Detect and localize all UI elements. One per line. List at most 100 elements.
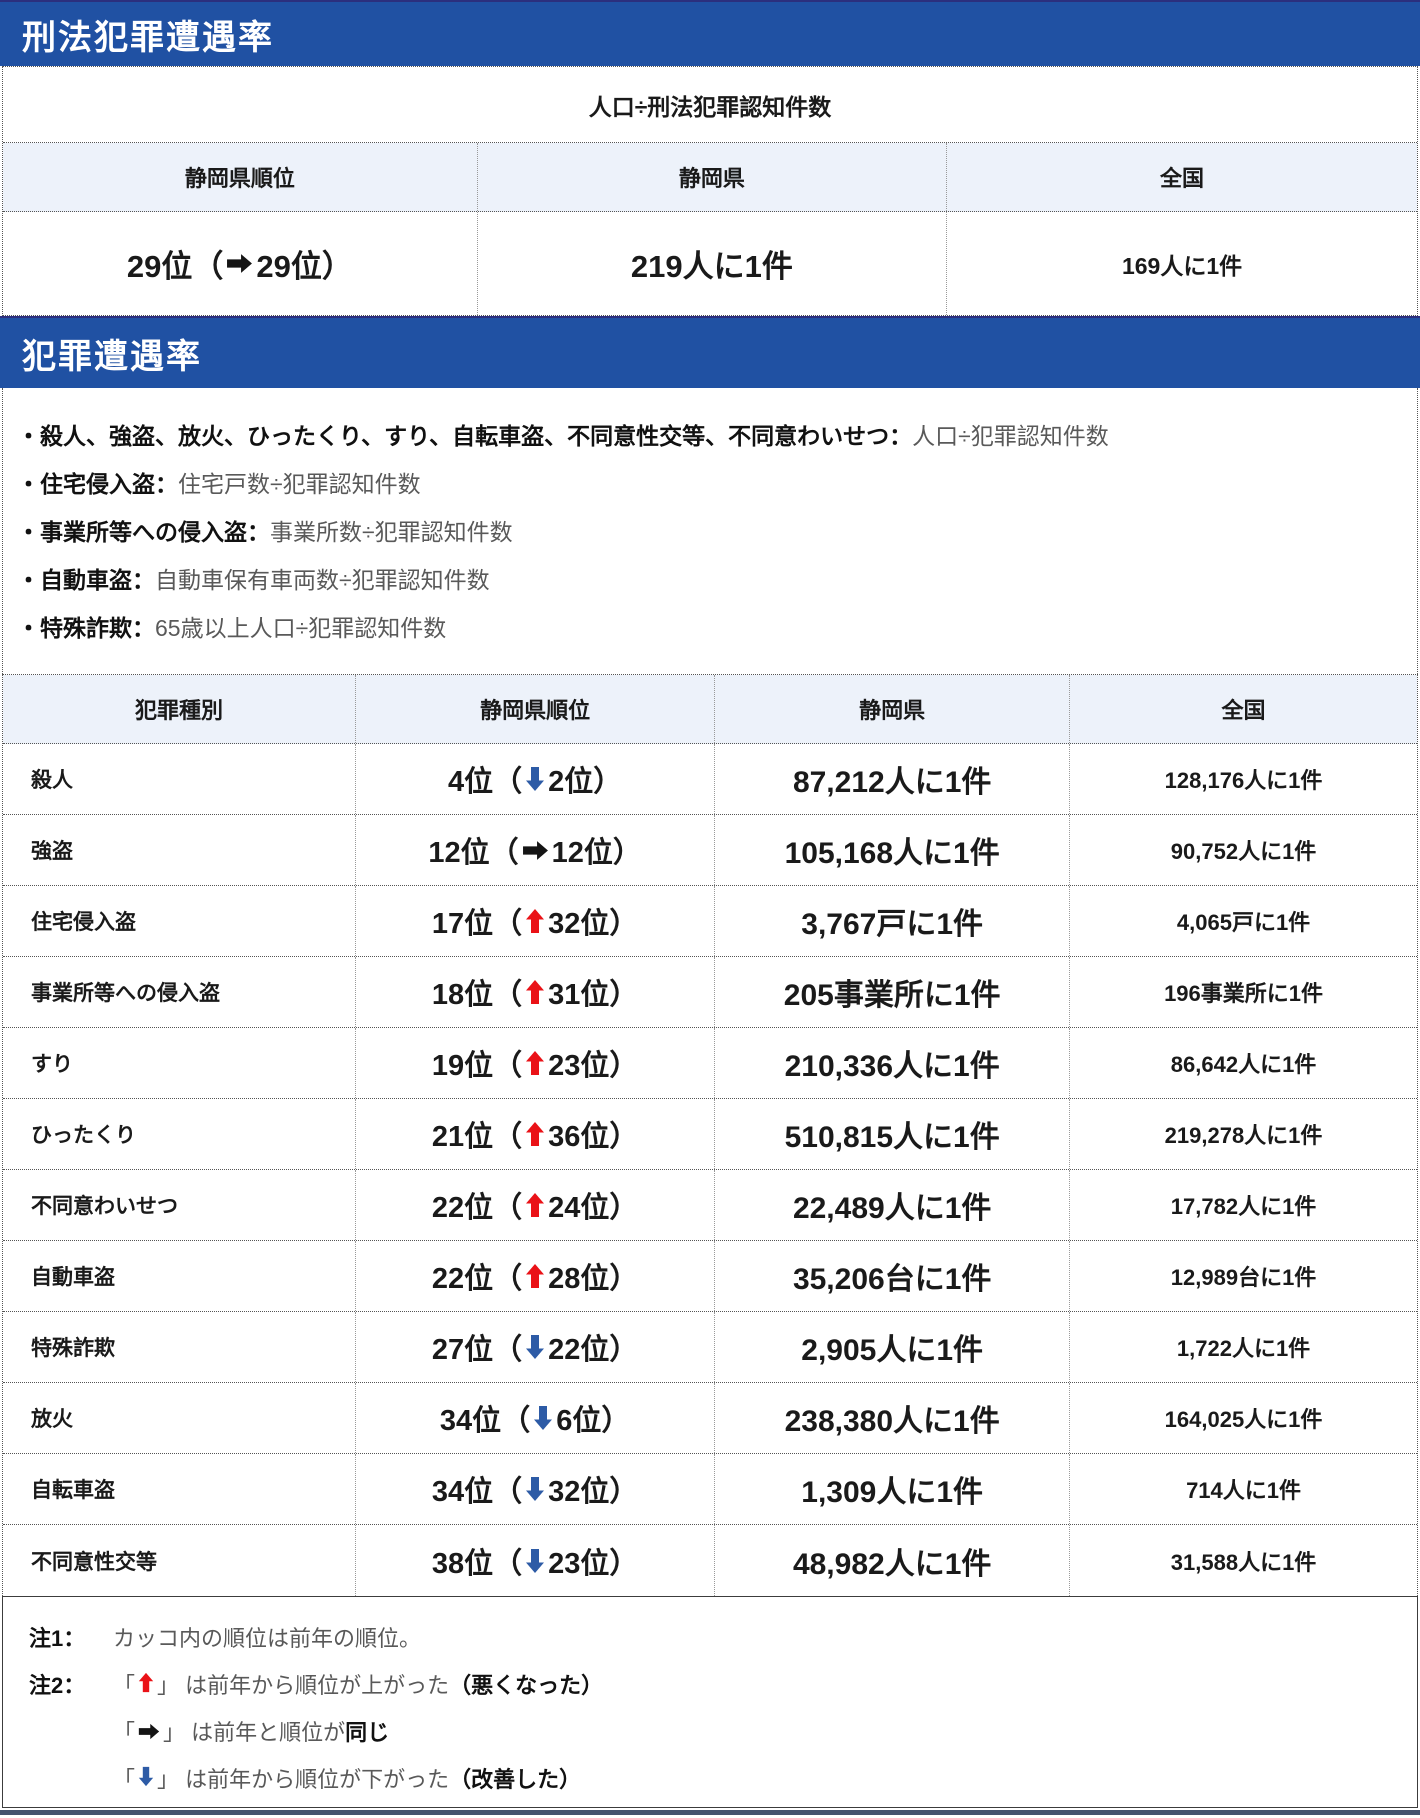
national-value: 1,722人に1件 [1069,1312,1417,1382]
shizuoka-value: 48,982人に1件 [714,1525,1069,1596]
trend-arrow [522,1263,548,1289]
section2-title-bar: 犯罪遭遇率 [0,316,1420,388]
trend-arrow [522,1476,548,1502]
crime-label: 強盗 [31,840,73,863]
shizuoka-value: 105,168人に1件 [714,815,1069,885]
column-header-shizuoka: 静岡県 [714,675,1069,743]
note-1: 注1： カッコ内の順位は前年の順位。 [29,1626,422,1651]
section1-formula: 人口÷刑法犯罪認知件数 [3,67,1417,143]
shizuoka-value: 205事業所に1件 [714,957,1069,1027]
crime-label: 自転車盗 [31,1479,115,1502]
rank-cell: 12位（12位） [355,815,714,885]
rank-cell: 38位（23位） [355,1525,714,1596]
rank-cell: 22位（24位） [355,1170,714,1240]
up-arrow-icon [525,1192,545,1218]
shizuoka-value: 87,212人に1件 [714,744,1069,814]
table-row: すり 19位（23位） 210,336人に1件 86,642人に1件 [3,1028,1417,1099]
rank-cell: 17位（32位） [355,886,714,956]
section1-table: 人口÷刑法犯罪認知件数 静岡県順位 静岡県 全国 29位（29位） 219人に1… [2,66,1418,316]
column-header-crime-type: 犯罪種別 [135,698,224,723]
note-2-down: 「」 は前年から順位が下がった（改善した） [113,1766,582,1792]
section1-title: 刑法犯罪遭遇率 [22,18,274,57]
trend-arrow [135,1766,157,1787]
overall-rank-value: 29位（29位） [126,249,353,284]
national-value: 31,588人に1件 [1069,1525,1417,1596]
national-value: 86,642人に1件 [1069,1028,1417,1098]
down-arrow-icon [533,1405,553,1431]
national-value: 4,065戸に1件 [1069,886,1417,956]
trend-arrow [522,1192,548,1218]
shizuoka-value: 238,380人に1件 [714,1383,1069,1453]
crime-label: 不同意わいせつ [31,1195,178,1218]
column-header-shizuoka-rank: 静岡県順位 [355,675,714,743]
national-value: 90,752人に1件 [1069,815,1417,885]
shizuoka-value: 2,905人に1件 [714,1312,1069,1382]
trend-arrow [522,1050,548,1076]
trend-arrow [223,253,256,274]
shizuoka-value: 35,206台に1件 [714,1241,1069,1311]
notes-box: 注1： カッコ内の順位は前年の順位。 注2：「」 は前年から順位が上がった（悪くな… [2,1596,1418,1808]
table-row: 放火 34位（6位） 238,380人に1件 164,025人に1件 [3,1383,1417,1454]
trend-arrow [519,840,552,861]
down-arrow-icon [525,1334,545,1360]
rank-cell: 27位（22位） [355,1312,714,1382]
column-header-shizuoka: 静岡県 [476,143,946,211]
note-2-same: 「」 は前年と順位が同じ [113,1720,390,1745]
section1-table-header-row: 静岡県順位 静岡県 全国 [3,143,1417,212]
national-value: 196事業所に1件 [1069,957,1417,1027]
column-header-shizuoka-rank: 静岡県順位 [184,166,295,191]
rank-cell: 18位（31位） [355,957,714,1027]
crime-label: ひったくり [31,1124,136,1147]
table-row: 事業所等への侵入盗 18位（31位） 205事業所に1件 196事業所に1件 [3,957,1417,1028]
trend-arrow [522,1548,548,1574]
shizuoka-value: 510,815人に1件 [714,1099,1069,1169]
trend-arrow [135,1672,157,1693]
rank-cell: 21位（36位） [355,1099,714,1169]
national-value: 714人に1件 [1069,1454,1417,1524]
table-row: 自転車盗 34位（32位） 1,309人に1件 714人に1件 [3,1454,1417,1525]
note-2-up: 注2：「」 は前年から順位が上がった（悪くなった） [29,1672,604,1698]
trend-arrow [522,766,548,792]
table-row: 強盗 12位（12位） 105,168人に1件 90,752人に1件 [3,815,1417,886]
up-arrow-icon [525,1050,545,1076]
up-arrow-icon [525,1121,545,1147]
crime-label: すり [31,1053,73,1076]
table-row: 不同意性交等 38位（23位） 48,982人に1件 31,588人に1件 [3,1525,1417,1596]
crime-label: 殺人 [31,769,73,792]
down-arrow-icon [525,1548,545,1574]
national-value: 164,025人に1件 [1069,1383,1417,1453]
trend-arrow [522,1334,548,1360]
shizuoka-value: 210,336人に1件 [714,1028,1069,1098]
section1-table-value-row: 29位（29位） 219人に1件 169人に1件 [3,212,1417,315]
trend-arrow [522,979,548,1005]
crime-label: 放火 [31,1408,73,1431]
definition-item: ・自動車盗：自動車保有車両数÷犯罪認知件数 [17,567,490,593]
shizuoka-value: 22,489人に1件 [714,1170,1069,1240]
rank-cell: 34位（6位） [355,1383,714,1453]
crime-label: 事業所等への侵入盗 [31,982,220,1005]
right-arrow-icon [226,253,253,274]
table-row: ひったくり 21位（36位） 510,815人に1件 219,278人に1件 [3,1099,1417,1170]
national-value: 17,782人に1件 [1069,1170,1417,1240]
table-row: 自動車盗 22位（28位） 35,206台に1件 12,989台に1件 [3,1241,1417,1312]
crime-table-header-row: 犯罪種別 静岡県順位 静岡県 全国 [3,675,1417,744]
rank-cell: 34位（32位） [355,1454,714,1524]
up-arrow-icon [525,979,545,1005]
rank-cell: 22位（28位） [355,1241,714,1311]
shizuoka-value: 3,767戸に1件 [714,886,1069,956]
crime-label: 特殊詐欺 [31,1337,115,1360]
right-arrow-icon [138,1723,160,1740]
definition-list: ・殺人、強盗、放火、ひったくり、すり、自転車盗、不同意性交等、不同意わいせつ：人… [2,388,1418,674]
crime-table: 犯罪種別 静岡県順位 静岡県 全国 殺人 4位（2位） 87,212人に1件 1… [2,674,1418,1596]
trend-arrow [522,908,548,934]
right-arrow-icon [522,840,549,861]
crime-label: 不同意性交等 [31,1550,157,1574]
table-row: 殺人 4位（2位） 87,212人に1件 128,176人に1件 [3,744,1417,815]
section1-title-bar: 刑法犯罪遭遇率 [0,0,1420,66]
section2-title: 犯罪遭遇率 [22,337,202,376]
trend-arrow [530,1405,556,1431]
trend-arrow [135,1723,163,1740]
overall-shizuoka-value: 219人に1件 [476,212,946,315]
crime-label: 住宅侵入盗 [31,911,136,934]
down-arrow-icon [525,766,545,792]
